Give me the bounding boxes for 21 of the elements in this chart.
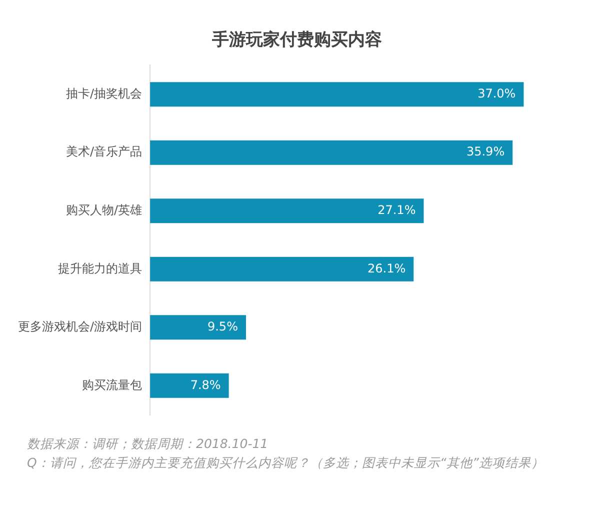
- text: Q：请问，您在手游内主要充值购买什么内容呢？（多选；图表中未显示“其他”选项结果）: [27, 454, 545, 472]
- chart-title: 手游玩家付费购买内容: [211, 29, 383, 50]
- data-label: 26.1%: [368, 261, 406, 276]
- y-tick-label: 更多游戏机会/游戏时间: [18, 320, 142, 334]
- data-label: 7.8%: [190, 378, 221, 392]
- bar: [150, 82, 524, 107]
- y-tick-label: 抽卡/抽奖机会: [66, 86, 142, 100]
- data-label: 35.9%: [466, 144, 505, 159]
- bar: [150, 140, 513, 165]
- y-tick-label: 购买人物/英雄: [66, 202, 142, 217]
- y-tick-label: 美术/音乐产品: [66, 144, 142, 159]
- y-tick-label: 提升能力的道具: [58, 261, 142, 276]
- data-label: 9.5%: [207, 320, 238, 334]
- bar: [150, 198, 424, 224]
- y-tick-label: 购买流量包: [82, 378, 142, 392]
- data-label: 27.1%: [378, 202, 416, 217]
- bar: [150, 315, 246, 340]
- source-note: 数据来源：调研；数据周期：2018.10-11: [27, 435, 270, 453]
- bar: [150, 373, 229, 398]
- data-label: 37.0%: [478, 86, 516, 100]
- bar: [150, 256, 414, 282]
